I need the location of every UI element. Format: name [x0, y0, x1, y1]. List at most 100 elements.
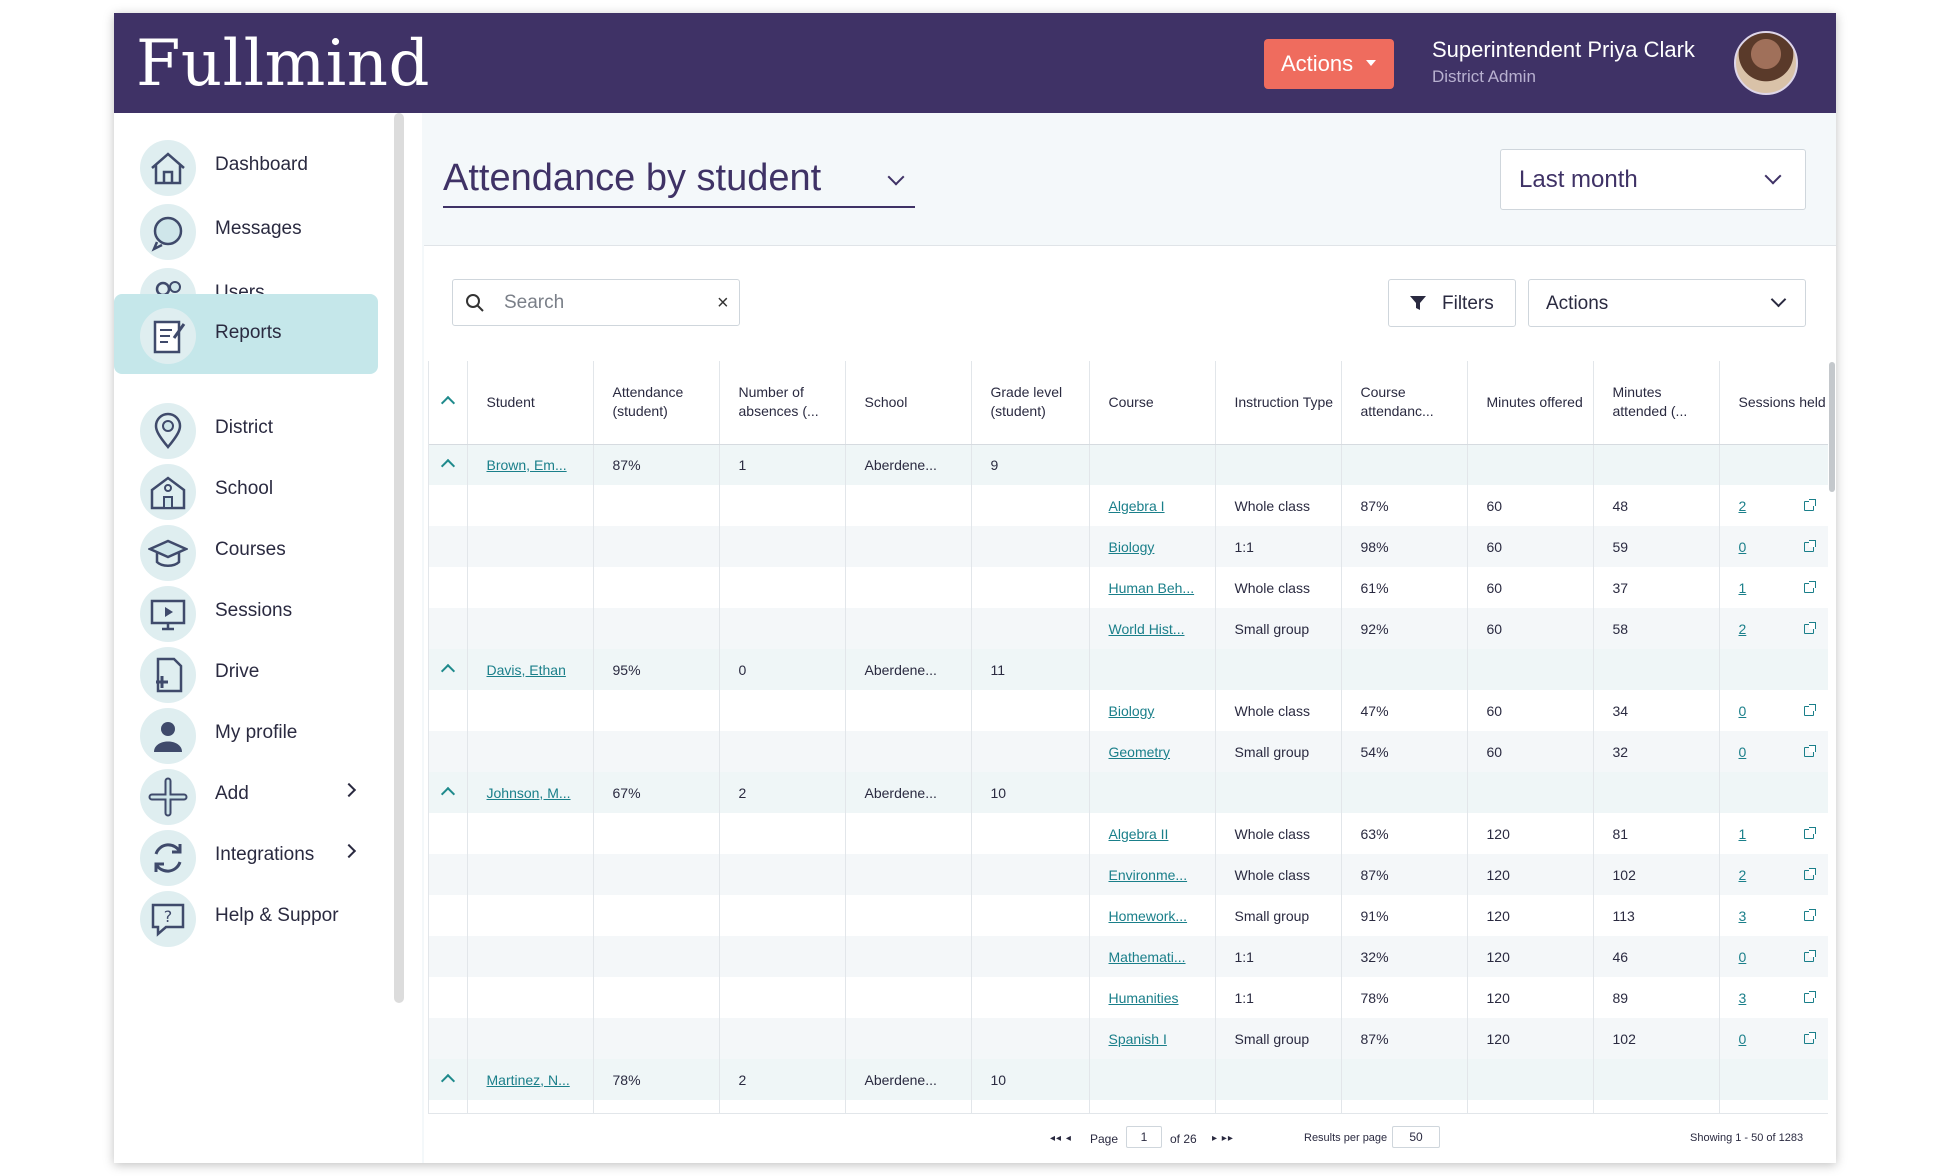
external-link-icon[interactable]: [1804, 1031, 1817, 1044]
next-last-page-icon[interactable]: ▸ ▸▸: [1212, 1133, 1234, 1144]
external-link-icon[interactable]: [1804, 908, 1817, 921]
student-row[interactable]: Brown, Em... 87% 1 Aberdene... 9: [429, 444, 1828, 485]
course-link[interactable]: Biology: [1108, 702, 1155, 719]
sidebar-item-dashboard[interactable]: Dashboard: [114, 126, 378, 206]
sessions-link[interactable]: 0: [1738, 743, 1747, 760]
collapse-toggle[interactable]: [429, 1059, 468, 1100]
column-header[interactable]: Instruction Type: [1215, 361, 1342, 445]
column-header[interactable]: School: [845, 361, 972, 445]
course-link[interactable]: Algebra II: [1108, 825, 1169, 842]
caret-down-icon: [1366, 60, 1376, 66]
course-link[interactable]: Biology: [1108, 538, 1155, 555]
sidebar-item-sessions[interactable]: Sessions: [114, 572, 378, 652]
sessions-link[interactable]: 0: [1738, 1030, 1747, 1047]
sessions-link[interactable]: 2: [1738, 497, 1747, 514]
course-link[interactable]: Spanish I: [1108, 1030, 1167, 1047]
student-link[interactable]: Brown, Em...: [486, 456, 567, 473]
external-link-icon[interactable]: [1804, 580, 1817, 593]
empty-cell: [593, 854, 720, 895]
student-link[interactable]: Davis, Ethan: [486, 661, 566, 678]
page-title[interactable]: Attendance by student: [443, 157, 822, 199]
empty-cell: [845, 608, 972, 649]
course-link[interactable]: Algebra I: [1108, 497, 1165, 514]
sidebar-item-messages[interactable]: Messages: [114, 190, 378, 270]
file-add-icon: [140, 647, 196, 703]
sidebar-scrollbar[interactable]: [394, 113, 404, 1003]
course-link[interactable]: Mathemati...: [1108, 948, 1186, 965]
column-header[interactable]: Grade level (student): [971, 361, 1090, 445]
search-input[interactable]: Search ×: [452, 279, 740, 326]
close-icon[interactable]: ×: [717, 292, 729, 314]
first-prev-page-icon[interactable]: ◂◂ ◂: [1050, 1133, 1072, 1144]
sessions-link[interactable]: 2: [1738, 620, 1747, 637]
app-logo[interactable]: Fullmind: [136, 27, 430, 101]
sidebar-item-add[interactable]: Add: [114, 755, 378, 835]
column-header[interactable]: Minutes attended (...: [1593, 361, 1720, 445]
empty-cell: [971, 1018, 1090, 1059]
external-link-icon[interactable]: [1804, 744, 1817, 757]
external-link-icon[interactable]: [1804, 621, 1817, 634]
column-header[interactable]: Student: [467, 361, 594, 445]
column-header[interactable]: Course: [1089, 361, 1216, 445]
period-select[interactable]: Last month: [1500, 149, 1806, 210]
table-actions-select[interactable]: Actions: [1528, 279, 1806, 327]
column-header[interactable]: Course attendanc...: [1341, 361, 1468, 445]
sidebar-item-integrations[interactable]: Integrations: [114, 816, 378, 896]
sidebar-item-my-profile[interactable]: My profile: [114, 694, 378, 774]
course-link[interactable]: Homework...: [1108, 907, 1188, 924]
column-header[interactable]: Minutes offered: [1467, 361, 1594, 445]
sessions-link[interactable]: 0: [1738, 538, 1747, 555]
column-header[interactable]: Attendance (student): [593, 361, 720, 445]
student-link[interactable]: Martinez, N...: [486, 1071, 570, 1088]
collapse-toggle[interactable]: [429, 649, 468, 690]
external-link-icon[interactable]: [1804, 498, 1817, 511]
instruction-type: Small group: [1215, 895, 1342, 936]
course-link[interactable]: World Hist...: [1108, 620, 1185, 637]
external-link-icon[interactable]: [1804, 949, 1817, 962]
student-link[interactable]: Johnson, M...: [486, 784, 571, 801]
collapse-toggle[interactable]: [429, 772, 468, 813]
sessions-link[interactable]: 1: [1738, 825, 1747, 842]
column-header[interactable]: Sessions held: [1719, 361, 1828, 445]
chevron-down-icon: [1770, 291, 1787, 308]
external-link-icon[interactable]: [1804, 826, 1817, 839]
external-link-icon[interactable]: [1804, 867, 1817, 880]
sessions-link[interactable]: 2: [1738, 866, 1747, 883]
user-name[interactable]: Superintendent Priya Clark: [1432, 37, 1695, 62]
sessions-link[interactable]: 0: [1738, 702, 1747, 719]
course-link[interactable]: Human Beh...: [1108, 579, 1195, 596]
course-link[interactable]: Environme...: [1108, 866, 1188, 883]
chevron-down-icon[interactable]: [887, 168, 905, 186]
avatar[interactable]: [1734, 31, 1798, 95]
course-link[interactable]: Geometry: [1108, 743, 1170, 760]
external-link-icon[interactable]: [1804, 539, 1817, 552]
external-link-icon[interactable]: [1804, 703, 1817, 716]
student-row[interactable]: Johnson, M... 67% 2 Aberdene... 10: [429, 772, 1828, 813]
sidebar-item-reports[interactable]: Reports: [114, 294, 378, 374]
sidebar-item-help-suppor[interactable]: ? Help & Suppor: [114, 877, 378, 957]
collapse-toggle[interactable]: [429, 444, 468, 485]
sidebar-item-label: Courses: [215, 539, 286, 560]
external-link-icon[interactable]: [1804, 990, 1817, 1003]
column-header[interactable]: Number of absences (...: [719, 361, 846, 445]
table-scrollbar[interactable]: [1829, 362, 1835, 492]
sidebar-item-drive[interactable]: Drive: [114, 633, 378, 713]
sidebar-item-school[interactable]: School: [114, 450, 378, 530]
per-page-input[interactable]: 50: [1392, 1126, 1440, 1148]
sessions-link[interactable]: 3: [1738, 989, 1747, 1006]
sidebar-item-courses[interactable]: Courses: [114, 511, 378, 591]
header-actions-button[interactable]: Actions: [1264, 39, 1394, 89]
student-row[interactable]: Martinez, N... 78% 2 Aberdene... 10: [429, 1059, 1828, 1100]
sessions-link[interactable]: 1: [1738, 579, 1747, 596]
filters-button[interactable]: Filters: [1388, 279, 1516, 327]
empty-cell: [1719, 1059, 1828, 1100]
sessions-link[interactable]: 3: [1738, 907, 1747, 924]
sidebar-item-district[interactable]: District: [114, 389, 378, 469]
sessions-link[interactable]: 0: [1738, 948, 1747, 965]
page-input[interactable]: 1: [1126, 1126, 1162, 1148]
collapse-all-toggle[interactable]: [429, 361, 468, 445]
student-row[interactable]: Davis, Ethan 95% 0 Aberdene... 11: [429, 649, 1828, 690]
course-link[interactable]: Humanities: [1108, 989, 1179, 1006]
search-icon: [466, 294, 484, 312]
table-body: Brown, Em... 87% 1 Aberdene... 9 Algebra I Who…: [429, 444, 1828, 1113]
